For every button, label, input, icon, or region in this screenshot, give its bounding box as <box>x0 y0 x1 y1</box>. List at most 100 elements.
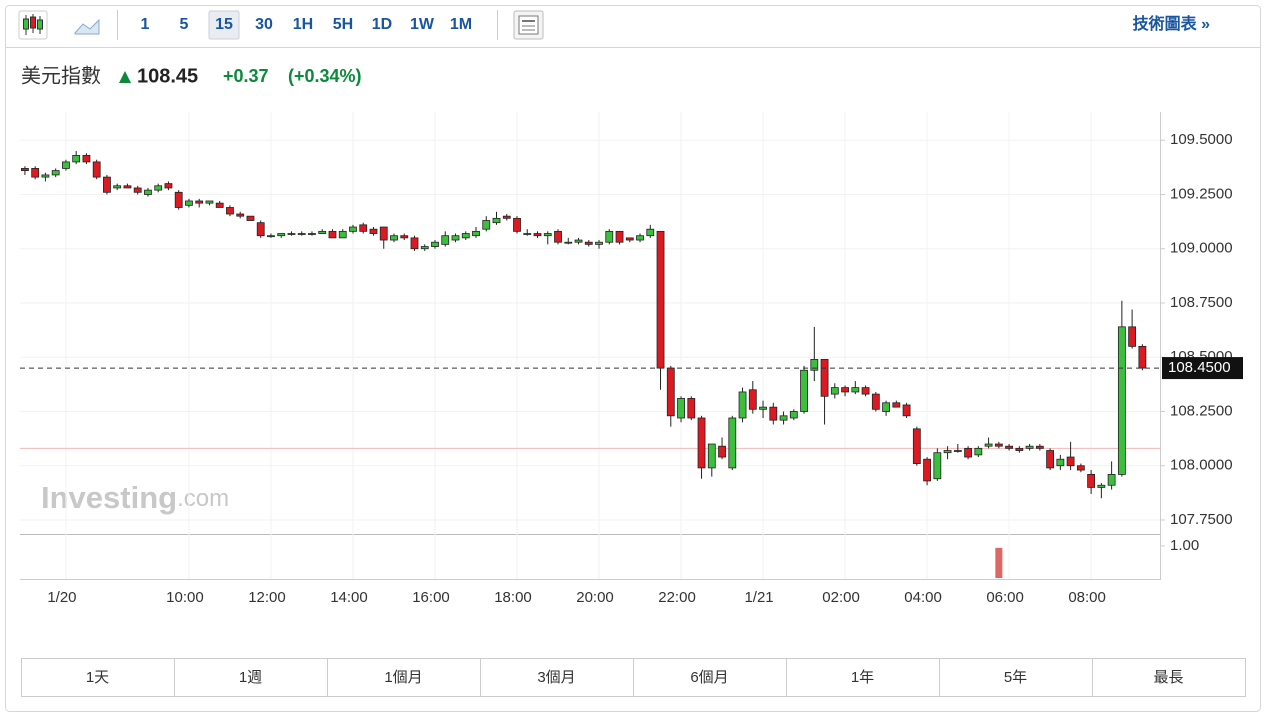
candle-body <box>994 443 1003 447</box>
candle-body <box>256 222 265 237</box>
interval-button[interactable]: 5 <box>180 16 189 33</box>
watermark: Investing.com <box>41 480 229 515</box>
candle-body <box>646 228 655 237</box>
candle-body <box>164 183 173 189</box>
candle-body <box>1056 458 1065 467</box>
range-button[interactable]: 1年 <box>851 669 874 686</box>
range-button[interactable]: 3個月 <box>537 669 575 686</box>
candle-body <box>636 235 644 241</box>
candle-body <box>1046 450 1055 469</box>
candle-body <box>103 176 111 193</box>
interval-button[interactable]: 15 <box>215 16 233 33</box>
interval-button[interactable]: 1H <box>293 16 313 33</box>
candle-body <box>882 402 890 412</box>
last-price-box <box>1162 357 1243 380</box>
candle-body <box>718 445 726 458</box>
y-tick-label: 109.5000 <box>1170 131 1233 148</box>
interval-button[interactable]: 1 <box>141 16 150 33</box>
range-button[interactable]: 1週 <box>239 669 262 686</box>
candle-body <box>1066 456 1075 467</box>
y-tick-label: 108.0000 <box>1170 457 1233 474</box>
candle-body <box>800 369 808 412</box>
candle-body <box>174 191 183 208</box>
candle-body <box>369 228 378 234</box>
candle-body <box>748 389 757 410</box>
candle-body <box>441 235 450 245</box>
range-button[interactable]: 5年 <box>1004 669 1027 686</box>
range-button[interactable]: 6個月 <box>690 669 728 686</box>
candle-body <box>328 230 337 239</box>
candle-body <box>1097 484 1106 488</box>
candle-body <box>656 230 665 369</box>
candle-body <box>92 161 101 178</box>
icon-sheet <box>518 15 539 35</box>
price-change: +0.37 <box>223 66 269 86</box>
candle-body <box>338 230 347 239</box>
volume-bar <box>995 547 1003 578</box>
last-price: 108.45 <box>137 65 198 87</box>
candle-body <box>1076 465 1085 471</box>
x-tick-label: 10:00 <box>166 589 204 606</box>
candle-body <box>697 417 706 469</box>
candle-body <box>410 237 419 250</box>
candle-body <box>133 187 142 193</box>
candle-body <box>492 217 501 224</box>
last-price-label: 108.4500 <box>1168 359 1231 376</box>
candle-body <box>564 241 573 244</box>
candle-body <box>113 185 122 189</box>
candle-body <box>728 417 737 469</box>
x-tick-label: 04:00 <box>904 589 942 606</box>
interval-button[interactable]: 5H <box>333 16 353 33</box>
candle-body <box>287 233 296 235</box>
candle-body <box>502 215 511 219</box>
range-button[interactable]: 1個月 <box>384 669 422 686</box>
interval-button[interactable]: 1M <box>450 16 472 33</box>
watermark-suffix: .com <box>177 485 229 512</box>
candle-body <box>779 415 788 421</box>
candle-body <box>215 202 224 208</box>
volume-tick-label: 1.00 <box>1170 537 1199 554</box>
candle-body <box>1138 345 1147 369</box>
candle-icon[interactable] <box>18 10 48 40</box>
candle-body <box>195 200 204 204</box>
candle-body <box>1128 326 1137 347</box>
candle-body <box>523 233 532 235</box>
candle-body <box>841 387 849 393</box>
candle-body <box>1005 445 1013 449</box>
x-tick-label: 12:00 <box>248 589 286 606</box>
candle-body <box>461 233 470 239</box>
candle-body <box>482 220 491 230</box>
candle-body <box>543 233 552 237</box>
candle-body <box>554 230 562 243</box>
candle-body <box>912 428 921 464</box>
candle-body <box>246 215 255 221</box>
candle-body <box>154 185 163 191</box>
interval-button[interactable]: 1D <box>372 16 392 33</box>
candle-body <box>943 450 952 454</box>
candle-body <box>605 230 614 243</box>
candle-body <box>185 200 193 206</box>
x-tick-label: 16:00 <box>412 589 450 606</box>
x-tick-label: 02:00 <box>822 589 860 606</box>
tech-chart-link[interactable]: 技術圖表 » <box>1133 14 1210 33</box>
interval-button[interactable]: 1W <box>410 16 435 33</box>
candle-body <box>964 447 972 458</box>
candle-body <box>1015 447 1024 451</box>
range-button[interactable]: 最長 <box>1153 669 1183 686</box>
candle-body <box>769 406 778 421</box>
candle-body <box>308 233 316 235</box>
candle-body <box>789 411 798 419</box>
candle-body <box>472 230 480 237</box>
settings-icon[interactable] <box>513 10 544 40</box>
candle-body <box>666 367 675 417</box>
up-arrow <box>119 71 131 83</box>
area-icon[interactable] <box>74 18 100 35</box>
candle-body <box>431 241 439 247</box>
interval-button[interactable]: 30 <box>255 16 273 33</box>
candle-body <box>759 406 767 410</box>
candle-body <box>379 226 388 241</box>
range-button[interactable]: 1天 <box>86 669 109 686</box>
candle-body <box>820 358 829 397</box>
candle-body <box>420 246 429 250</box>
